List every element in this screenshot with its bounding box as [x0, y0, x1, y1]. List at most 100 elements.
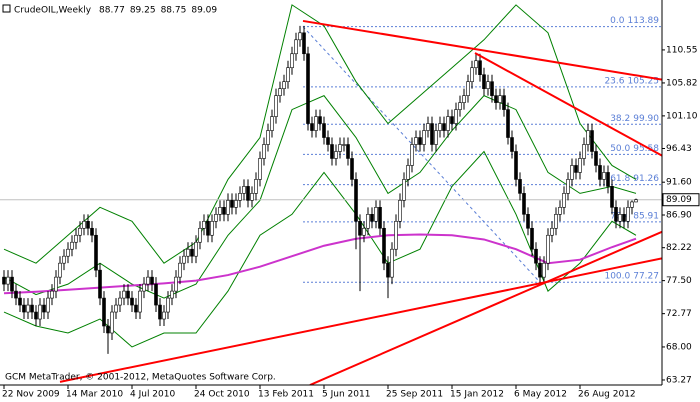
- candle-body: [238, 193, 242, 201]
- candle-body: [530, 227, 534, 250]
- candle-body: [518, 179, 522, 194]
- candle-body: [18, 297, 22, 306]
- fibo-price: 99.90: [633, 114, 659, 124]
- y-tick-label: 91.60: [666, 178, 692, 188]
- trendline: [302, 19, 662, 81]
- x-tick-label: 26 Aug 2012: [578, 390, 636, 400]
- candle-body: [370, 214, 374, 222]
- last-price-label: 89.09: [666, 195, 692, 205]
- candle-body: [186, 248, 190, 257]
- candle-body: [126, 290, 130, 299]
- candle-body: [86, 220, 90, 229]
- candle-body: [342, 144, 346, 146]
- candle-body: [294, 39, 298, 55]
- x-tick-label: 6 May 2012: [514, 390, 567, 400]
- candle-body: [166, 297, 170, 313]
- title-ohlc: 88.75: [161, 6, 187, 16]
- x-tick-label: 24 Oct 2010: [194, 390, 250, 400]
- fibo-ratio: 50.0: [610, 144, 630, 154]
- candle-body: [142, 283, 146, 292]
- fibo-ratio: 100.0: [604, 272, 630, 282]
- trendline: [309, 230, 662, 385]
- y-tick-label: 68.00: [666, 342, 692, 352]
- y-tick-label: 86.90: [666, 211, 692, 221]
- candle-body: [54, 276, 58, 292]
- title-icon: [2, 4, 11, 13]
- candle-body: [358, 220, 362, 236]
- candle-body: [266, 130, 270, 145]
- candle-body: [374, 207, 378, 222]
- indicator-line: [3, 95, 637, 299]
- candle-body: [586, 130, 590, 145]
- candle-body: [310, 123, 314, 131]
- candle-body: [474, 60, 478, 69]
- candle-body: [534, 248, 538, 264]
- candle-body: [182, 255, 186, 264]
- candle-body: [402, 179, 406, 201]
- candle-body: [554, 214, 558, 229]
- candle-body: [286, 67, 290, 82]
- candle-body: [14, 290, 18, 299]
- candle-body: [258, 158, 262, 180]
- candle-body: [482, 74, 486, 89]
- candle-body: [434, 130, 438, 145]
- candle-body: [410, 144, 414, 166]
- candle-body: [242, 186, 246, 194]
- candle-body: [354, 179, 358, 222]
- candle-body: [190, 248, 194, 257]
- candle-body: [382, 227, 386, 264]
- candle-body: [346, 144, 350, 159]
- indicator-line: [3, 4, 637, 264]
- candle-body: [398, 200, 402, 222]
- candle-body: [66, 248, 70, 257]
- candle-body: [326, 137, 330, 145]
- candle-body: [118, 297, 122, 306]
- candle-body: [322, 123, 326, 138]
- candle-body: [90, 227, 94, 236]
- candle-body: [82, 220, 86, 229]
- candle-body: [122, 290, 126, 299]
- x-tick-label: 4 Jul 2010: [130, 390, 175, 400]
- candle-body: [570, 165, 574, 180]
- y-tick-label: 96.43: [666, 144, 692, 154]
- candle-body: [274, 95, 278, 117]
- candle-body: [298, 32, 302, 41]
- candle-body: [438, 123, 442, 131]
- candle-body: [318, 116, 322, 124]
- candle-body: [394, 220, 398, 250]
- fibo-ratio: 0.0: [610, 16, 625, 26]
- candle-body: [270, 116, 274, 131]
- fibo-price: 85.91: [633, 211, 659, 221]
- candle-body: [134, 304, 138, 313]
- candle-body: [162, 311, 166, 320]
- candle-body: [78, 227, 82, 236]
- candle-body: [26, 304, 30, 313]
- candle-body: [582, 144, 586, 159]
- title-ohlc: 89.25: [130, 6, 156, 16]
- trendline: [474, 52, 662, 157]
- candle-body: [230, 200, 234, 208]
- candle-body: [514, 151, 518, 180]
- candle-body: [102, 297, 106, 327]
- trendline: [59, 257, 662, 383]
- x-tick-label: 15 Jan 2012: [450, 390, 504, 400]
- candle-body: [70, 241, 74, 250]
- candle-body: [542, 262, 546, 278]
- candle-body: [42, 304, 46, 313]
- candle-body: [422, 130, 426, 145]
- candle-body: [74, 234, 78, 243]
- candle-body: [506, 109, 510, 138]
- candle-body: [62, 255, 66, 264]
- candle-body: [606, 172, 610, 187]
- fibo-ratio: 38.2: [610, 114, 630, 124]
- candle-body: [538, 262, 542, 278]
- candle-body: [306, 53, 310, 124]
- fibo-ratio: 61.8: [610, 174, 630, 184]
- candle-body: [46, 297, 50, 313]
- candle-body: [390, 248, 394, 278]
- candle-body: [146, 276, 150, 285]
- candle-body: [498, 95, 502, 103]
- candle-body: [494, 95, 498, 103]
- y-tick-label: 105.82: [666, 78, 698, 88]
